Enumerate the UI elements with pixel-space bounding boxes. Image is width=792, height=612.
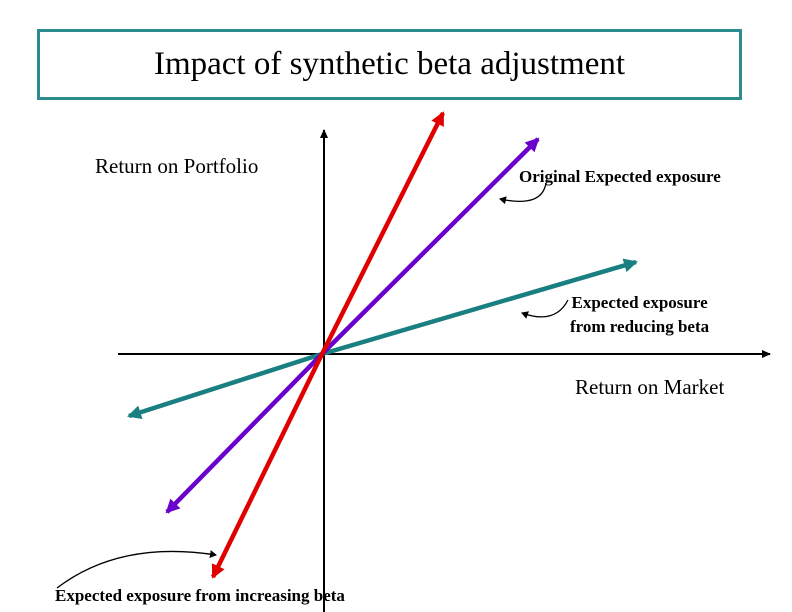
reduced-exposure-label: Expected exposure from reducing beta [570, 291, 709, 339]
reduced-beta-line-upper [321, 258, 638, 357]
increase-callout-curve [56, 550, 217, 589]
original-line-upper [320, 137, 540, 356]
reduced-exposure-label-line1: Expected exposure [571, 293, 708, 312]
original-callout-curve [499, 182, 547, 205]
original-exposure-label: Original Expected exposure [519, 167, 721, 186]
y-axis-label: Return on Portfolio [95, 154, 259, 178]
increased-beta-line-lower [210, 353, 325, 579]
increased-beta-line-upper [319, 111, 446, 356]
reduce-callout-curve [521, 299, 569, 319]
title-box: Impact of synthetic beta adjustment [37, 29, 742, 100]
reduced-beta-line-lower [127, 351, 323, 419]
x-axis-label: Return on Market [575, 375, 725, 399]
increased-exposure-label: Expected exposure from increasing beta [55, 586, 345, 605]
original-line-lower [165, 352, 324, 514]
reduced-exposure-label-line2: from reducing beta [570, 317, 710, 336]
diagram-title: Impact of synthetic beta adjustment [153, 46, 626, 82]
